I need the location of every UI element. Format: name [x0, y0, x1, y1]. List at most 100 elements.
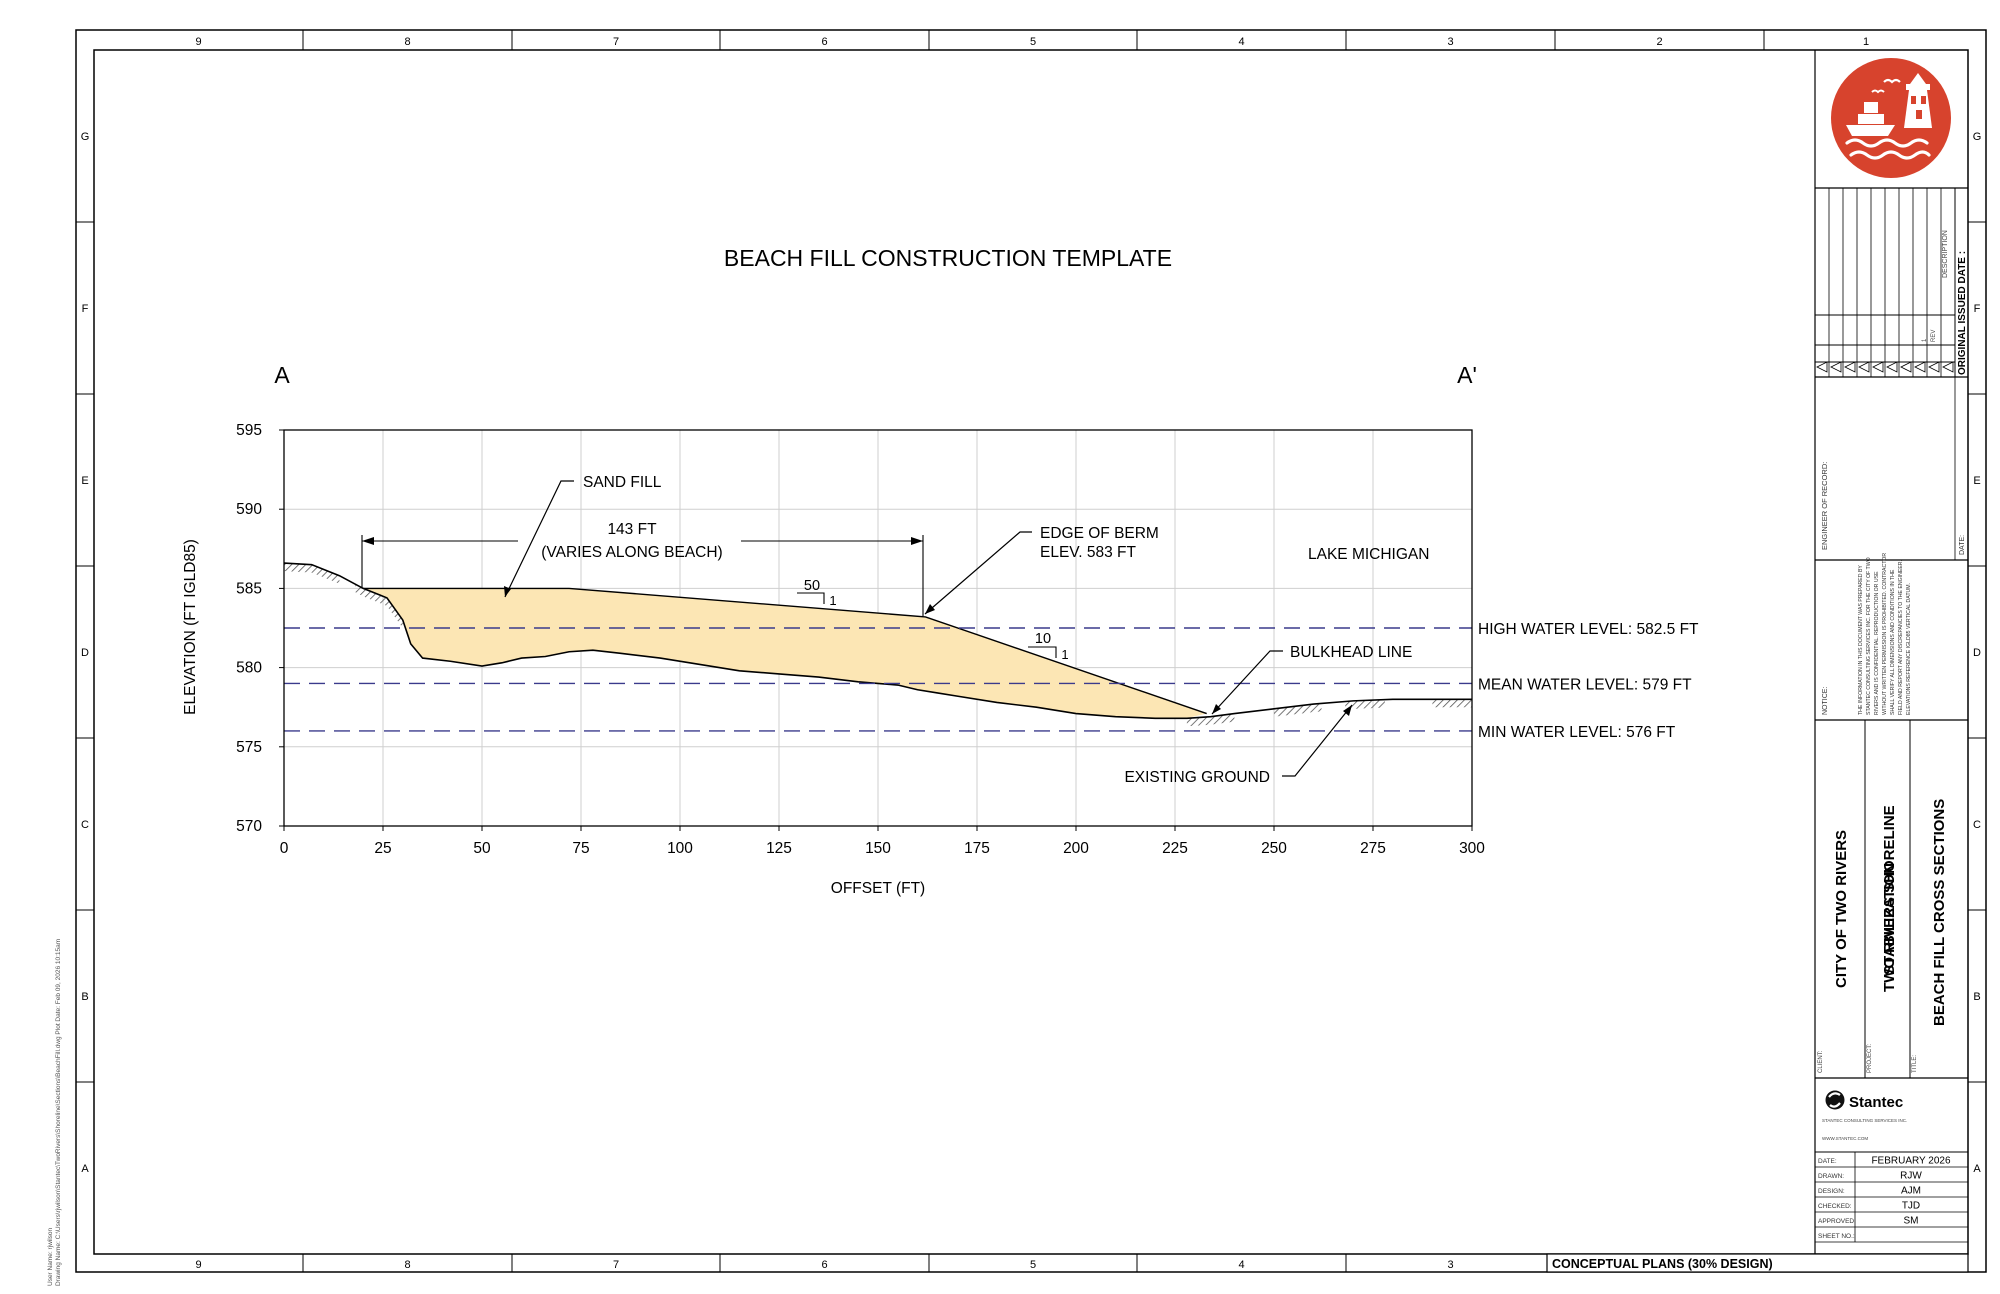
sheet-fields-table: DATE: FEBRUARY 2026 DRAWN: RJW DESIGN: AJM CHE…	[1815, 1151, 1968, 1243]
row-label-left: E	[81, 475, 88, 487]
chart-annotations: SAND FILL 143 FT (VARIES ALONG BEACH) ED…	[361, 474, 1429, 786]
y-axis-label: ELEVATION (FT IGLD85)	[182, 539, 199, 715]
ground-hatch	[1274, 703, 1322, 717]
notice-text: THE INFORMATION IN THIS DOCUMENT WAS PRE…	[1858, 553, 1912, 715]
row-label-right: G	[1973, 131, 1982, 143]
row-label-right: D	[1973, 647, 1981, 659]
revision-triangle	[1858, 361, 1870, 373]
sand-fill-polygon	[363, 588, 1207, 719]
company-name: Stantec	[1849, 1094, 1903, 1111]
width-note: (VARIES ALONG BEACH)	[541, 544, 722, 561]
slope1-run: 50	[804, 578, 820, 594]
water-level-label: HIGH WATER LEVEL: 582.5 FT	[1478, 621, 1699, 638]
sheet-frame: 9 9 8 8 7 7 6 6 5 5 4 4 3 3 2 1 G G F F E E D D C C B B A A CONCEPTUA…	[75, 29, 1987, 1273]
title-block: REV 1 DESCRIPTION ORIGINAL ISSUED DATE :…	[1814, 50, 1968, 1254]
row-label-right: A	[1973, 1163, 1981, 1175]
notice-line: SHALL VERIFY ALL DIMENSIONS AND CONDITIO…	[1890, 569, 1896, 715]
width-arrow-right	[911, 537, 923, 545]
col-label-top: 8	[404, 36, 410, 48]
col-label-top: 6	[821, 36, 827, 48]
slope2-symbol	[1028, 646, 1057, 658]
lake-label: LAKE MICHIGAN	[1308, 546, 1429, 563]
y-tick-label: 570	[236, 818, 262, 835]
water-level-label: MIN WATER LEVEL: 576 FT	[1478, 724, 1676, 741]
berm-leader	[924, 531, 1032, 615]
sheet-title: BEACH FILL CROSS SECTIONS	[1931, 799, 1948, 1026]
logo-lighthouse	[1904, 73, 1932, 128]
slope2-run: 10	[1035, 631, 1051, 647]
x-tick-label: 200	[1063, 840, 1089, 857]
bulkhead-label: BULKHEAD LINE	[1290, 644, 1412, 661]
existing-ground-path	[283, 562, 1472, 720]
notice-line: WITHOUT WRITTEN PERMISSION IS PROHIBITED…	[1882, 553, 1888, 715]
row-label-left: A	[81, 1163, 89, 1175]
revision-markers	[1816, 361, 1954, 373]
x-tick-label: 225	[1162, 840, 1188, 857]
logo-ship	[1846, 102, 1895, 136]
field-label: DESIGN:	[1818, 1188, 1845, 1195]
x-axis-label: OFFSET (FT)	[831, 880, 925, 897]
field-label: CHECKED:	[1818, 1203, 1852, 1210]
engineer-section: ENGINEER OF RECORD: DATE:	[1815, 377, 1968, 561]
field-value: TJD	[1902, 1201, 1920, 1212]
col-label-top: 5	[1030, 36, 1036, 48]
revision-triangle	[1900, 361, 1912, 373]
x-tick-label: 275	[1360, 840, 1386, 857]
revision-number: 1	[1922, 338, 1928, 342]
bulkhead-leader	[1211, 650, 1283, 715]
x-tick-label: 250	[1261, 840, 1287, 857]
ground-hatch	[1186, 713, 1235, 727]
width-value: 143 FT	[607, 521, 657, 538]
existing-ground-leader	[1282, 704, 1353, 777]
field-value: AJM	[1901, 1186, 1921, 1197]
revision-table: REV 1 DESCRIPTION ORIGINAL ISSUED DATE :	[1815, 188, 1968, 378]
zone-ticks	[76, 30, 1986, 1272]
x-tick-label: 50	[473, 840, 491, 857]
x-tick-label: 125	[766, 840, 792, 857]
revision-triangle	[1844, 361, 1856, 373]
col-label-top: 4	[1238, 36, 1244, 48]
zone-labels: 9 9 8 8 7 7 6 6 5 5 4 4 3 3 2 1 G G F F E E D D C C B B A A	[81, 36, 1982, 1271]
project-line2: STABILIZATION	[1881, 863, 1898, 975]
ground-hatch	[284, 563, 340, 584]
client-name: CITY OF TWO RIVERS	[1833, 830, 1850, 988]
bulkhead-arrowhead	[1212, 704, 1221, 714]
x-tick-label: 300	[1459, 840, 1485, 857]
engineer-date-label: DATE:	[1959, 535, 1966, 555]
row-label-left: B	[81, 991, 88, 1003]
col-label-top: 9	[195, 36, 201, 48]
project-label: PROJECT:	[1867, 1044, 1873, 1073]
row-label-left: D	[81, 647, 89, 659]
logo-disc	[1831, 58, 1951, 178]
y-tick-label: 590	[236, 501, 262, 518]
company-web: WWW.STANTEC.COM	[1822, 1136, 1868, 1141]
sand-fill-leader	[504, 480, 574, 598]
row-label-left: G	[81, 131, 90, 143]
water-level-label: MEAN WATER LEVEL: 579 FT	[1478, 676, 1692, 693]
revision-triangle	[1886, 361, 1898, 373]
notice-line: THE INFORMATION IN THIS DOCUMENT WAS PRE…	[1858, 565, 1864, 715]
field-label: APPROVED:	[1818, 1218, 1856, 1225]
berm-label-line1: EDGE OF BERM	[1040, 525, 1159, 542]
drawing-title: BEACH FILL CONSTRUCTION TEMPLATE	[724, 245, 1172, 271]
y-tick-label: 595	[236, 422, 262, 439]
description-label: DESCRIPTION	[1942, 230, 1949, 278]
file-info-note: User Name: rjwilson Drawing Name: C:\Use…	[47, 939, 62, 1286]
y-tick-label: 575	[236, 739, 262, 756]
col-label-top: 3	[1447, 36, 1453, 48]
fill-template-line	[363, 587, 1207, 715]
sand-fill-label: SAND FILL	[583, 474, 662, 491]
revision-triangle	[1816, 361, 1828, 373]
existing-ground-label: EXISTING GROUND	[1124, 769, 1270, 786]
notice-line: RIVERS AND IS CONFIDENTIAL. REPRODUCTION…	[1874, 571, 1880, 715]
row-label-left: F	[82, 303, 89, 315]
file-info-path: Drawing Name: C:\Users\rjwilson\Stantec\…	[55, 939, 62, 1286]
section-end-label: A'	[1457, 362, 1477, 388]
notice-line: FIELD AND REPORT ANY DISCREPANCIES TO TH…	[1898, 560, 1904, 715]
water-levels: HIGH WATER LEVEL: 582.5 FT MEAN WATER LEV…	[284, 621, 1699, 741]
revision-triangle	[1942, 361, 1954, 373]
revision-triangle	[1830, 361, 1842, 373]
original-issued-label: ORIGINAL ISSUED DATE :	[1957, 251, 1968, 375]
y-tick-label: 585	[236, 580, 262, 597]
revision-triangle	[1872, 361, 1884, 373]
